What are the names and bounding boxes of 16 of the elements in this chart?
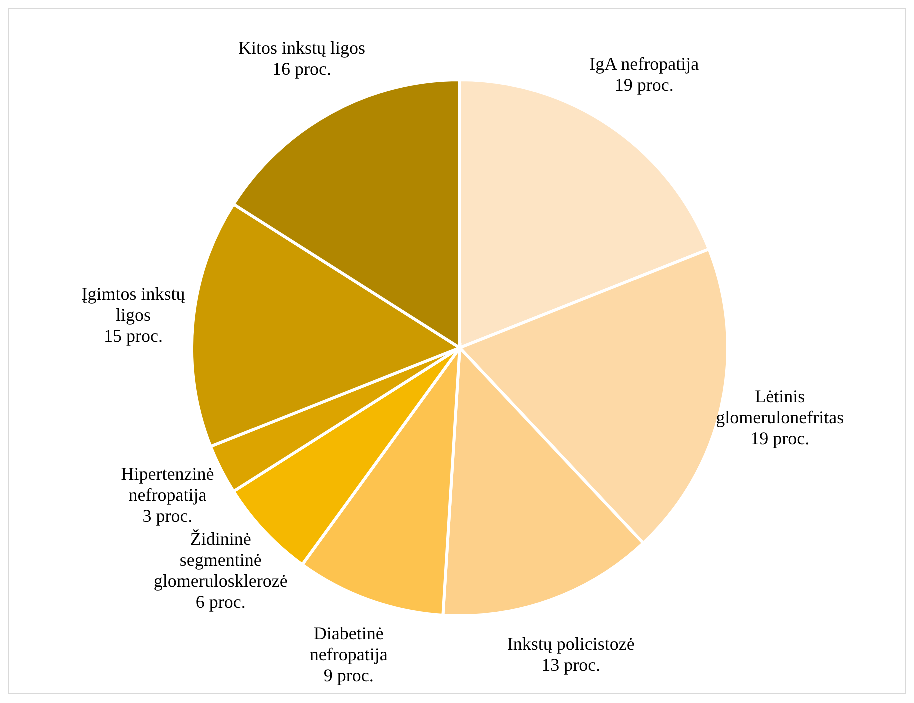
slice-label: Diabetinė nefropatija xyxy=(310,624,388,665)
data-label: 6 proc. xyxy=(196,592,246,612)
data-label: 13 proc. xyxy=(542,655,601,676)
slice-label: IgA nefropatija xyxy=(590,54,700,74)
data-label: 16 proc. xyxy=(272,59,332,80)
data-label: 19 proc. xyxy=(614,75,674,96)
data-label: 19 proc. xyxy=(750,428,810,449)
data-label: 15 proc. xyxy=(104,326,163,346)
data-label: 3 proc. xyxy=(142,506,193,526)
slice-label: Kitos inkstų ligos xyxy=(238,38,366,58)
slice-label: Įgimtos inkstų ligos xyxy=(82,284,186,326)
slice-label: Inkstų policistozė xyxy=(507,634,635,654)
data-label: 9 proc. xyxy=(324,666,374,686)
slice-label: Lėtinis glomerulonefritas xyxy=(716,386,844,428)
slice-label: Hipertenzinė nefropatija xyxy=(121,464,214,506)
slice-label: Židininė segmentinė glomerulosklerozė xyxy=(154,529,288,592)
